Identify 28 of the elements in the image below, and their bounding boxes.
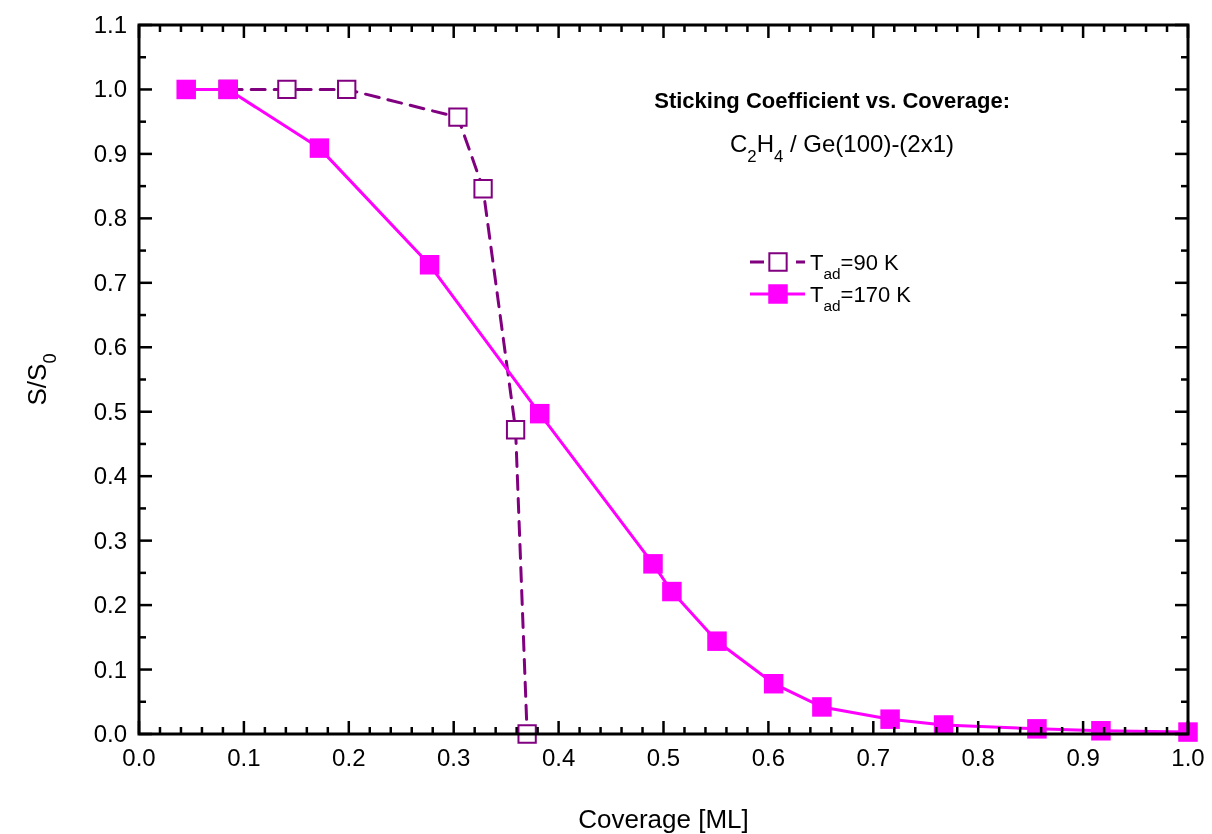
y-tick-label: 0.3: [93, 526, 127, 554]
x-tick-label: 0.9: [1066, 744, 1100, 771]
y-tick-label: 1.0: [93, 75, 127, 103]
y-tick-label: 1.1: [93, 11, 127, 38]
x-tick-label: 0.8: [961, 744, 995, 771]
y-tick-label: 0.0: [93, 720, 127, 747]
y-tick-label: 0.5: [93, 397, 127, 425]
legend-label: T$_{ad}$=170 K: [810, 282, 912, 314]
x-tick-label: 0.7: [856, 744, 890, 771]
x-tick-label: 0.6: [751, 744, 786, 771]
legend-label: T$_{ad}$=90 K: [810, 250, 900, 282]
x-tick-label: 0.3: [437, 744, 471, 771]
y-tick-label: 0.2: [93, 591, 127, 619]
y-tick-label: 0.4: [93, 462, 127, 490]
x-tick-label: 1.0: [1171, 744, 1205, 771]
x-tick-label: 0.1: [227, 744, 261, 771]
y-tick-label: 0.8: [93, 204, 127, 232]
text: Sticking Coefficient vs. Coverage:: [654, 88, 1010, 113]
x-axis-title: Coverage [ML]: [578, 804, 749, 834]
x-tick-label: 0.5: [646, 744, 681, 771]
y-tick-label: 0.9: [93, 139, 127, 167]
y-tick-label: 0.6: [93, 333, 127, 361]
x-tick-label: 0.4: [541, 744, 576, 771]
text: C$_{2}$H$_{4}$ / Ge(100)-(2x1): [729, 130, 955, 166]
x-tick-label: 0.2: [332, 744, 366, 771]
y-tick-label: 0.1: [93, 655, 127, 683]
y-tick-label: 0.7: [93, 268, 127, 296]
x-tick-label: 0.0: [122, 744, 156, 771]
